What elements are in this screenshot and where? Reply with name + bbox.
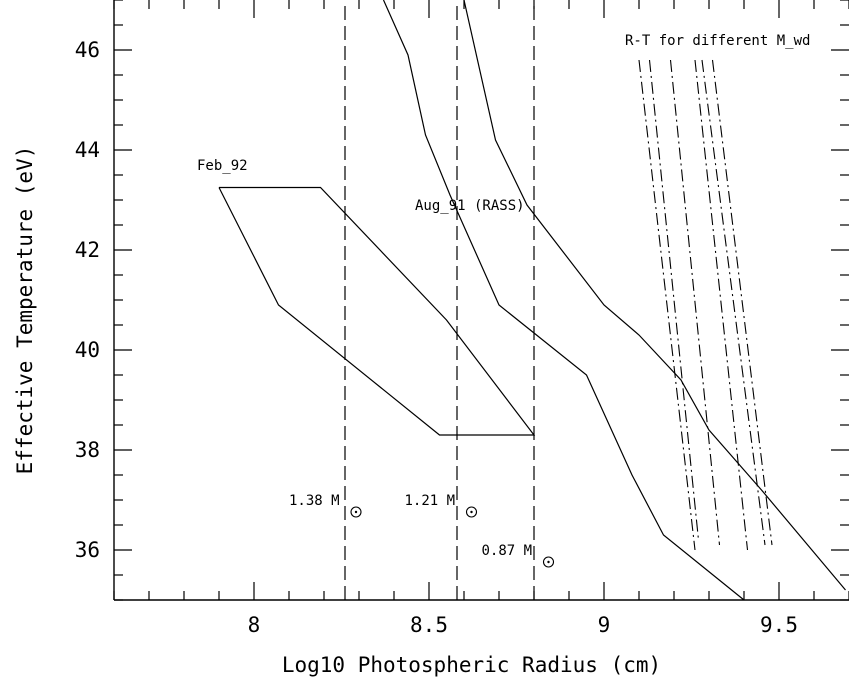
- curve-label: Aug_91 (RASS): [415, 198, 525, 214]
- y-tick-label: 36: [75, 538, 100, 562]
- y-tick-label: 46: [75, 38, 100, 62]
- x-tick-label: 8.5: [410, 613, 448, 637]
- curves: [382, 0, 846, 601]
- rt-lines: [638, 59, 773, 551]
- region-outline: [218, 186, 536, 436]
- y-tick-labels: 36 38 40 42 44 46: [75, 38, 100, 562]
- y-tick-label: 38: [75, 438, 100, 462]
- sun-symbol-dot: [470, 510, 473, 514]
- mass-label: 1.38 M: [289, 493, 340, 509]
- curve-line: [463, 0, 846, 591]
- rt-line: [648, 59, 700, 541]
- y-tick-label: 42: [75, 238, 100, 262]
- x-tick-labels: 8 8.5 9 9.5: [248, 613, 798, 637]
- x-tick-label: 9: [598, 613, 611, 637]
- rt-line: [711, 59, 773, 546]
- rt-line: [694, 59, 749, 551]
- mass-label: 1.21 M: [405, 493, 456, 509]
- rt-line: [669, 59, 721, 546]
- annotations: Feb_92 Aug_91 (RASS) 1.38 M 1.21 M 0.87 M R-T…: [197, 33, 810, 568]
- y-tick-label: 40: [75, 338, 100, 362]
- mass-label: 0.87 M: [482, 543, 533, 559]
- y-tick-label: 44: [75, 138, 100, 162]
- curve-line: [382, 0, 745, 601]
- regions: [218, 186, 536, 436]
- x-tick-label: 8: [248, 613, 261, 637]
- axis-ticks: [113, 0, 849, 601]
- rt-line: [701, 59, 766, 546]
- x-axis-title: Log10 Photospheric Radius (cm): [282, 653, 661, 677]
- x-tick-label: 9.5: [760, 613, 798, 637]
- rt-line: [638, 59, 696, 551]
- sun-symbol-icon: [350, 506, 362, 518]
- sun-symbol-icon: [542, 556, 555, 568]
- sun-symbol-dot: [354, 510, 358, 514]
- rt-label: R-T for different M_wd: [625, 33, 810, 49]
- mass-lines: [344, 0, 535, 600]
- sun-symbol-dot: [547, 560, 550, 564]
- region-label: Feb_92: [197, 158, 248, 174]
- axes-frame: [113, 0, 849, 601]
- y-axis-title: Effective Temperature (eV): [13, 146, 37, 475]
- sun-symbol-icon: [465, 506, 478, 518]
